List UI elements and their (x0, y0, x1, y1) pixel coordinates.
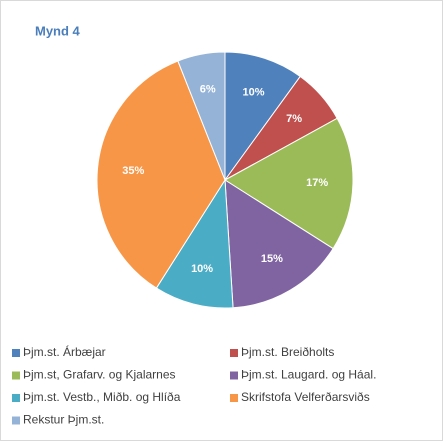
pie-slice (155, 178, 234, 309)
legend-swatch (230, 371, 238, 380)
data-label: 10% (191, 263, 213, 275)
legend-swatch (230, 349, 238, 357)
data-label: 15% (261, 253, 283, 265)
legend-swatch (230, 394, 238, 402)
data-label: 10% (242, 86, 264, 98)
legend-swatch (12, 371, 20, 380)
pie-slice (224, 117, 354, 250)
legend-label: Þjm.st. Árbæjar (23, 344, 106, 359)
legend-label: Þjm.st. Vestb., Miðb. og Hlíða (23, 390, 181, 404)
legend-label: Þjm.st. Laugard. og Háal. (241, 368, 376, 382)
chart-title: Mynd 4 (35, 23, 81, 38)
pie-slice (224, 179, 334, 309)
legend-swatch (12, 349, 20, 357)
legend-label: Rekstur Þjm.st. (23, 413, 104, 427)
legend-label: Þjm.st, Grafarv. og Kjalarnes (23, 368, 176, 382)
pie-slice (177, 51, 226, 181)
legend-swatch (12, 416, 20, 425)
data-label: 17% (306, 177, 328, 189)
legend-swatch (12, 394, 20, 402)
data-label: 6% (200, 83, 216, 95)
data-label: 7% (286, 113, 302, 125)
pie-slice (224, 51, 301, 182)
legend-label: Þjm.st. Breiðholts (241, 345, 334, 359)
pie-slice (96, 60, 226, 289)
data-label: 35% (122, 165, 144, 177)
legend-label: Skrifstofa Velferðarsviðs (241, 390, 370, 404)
